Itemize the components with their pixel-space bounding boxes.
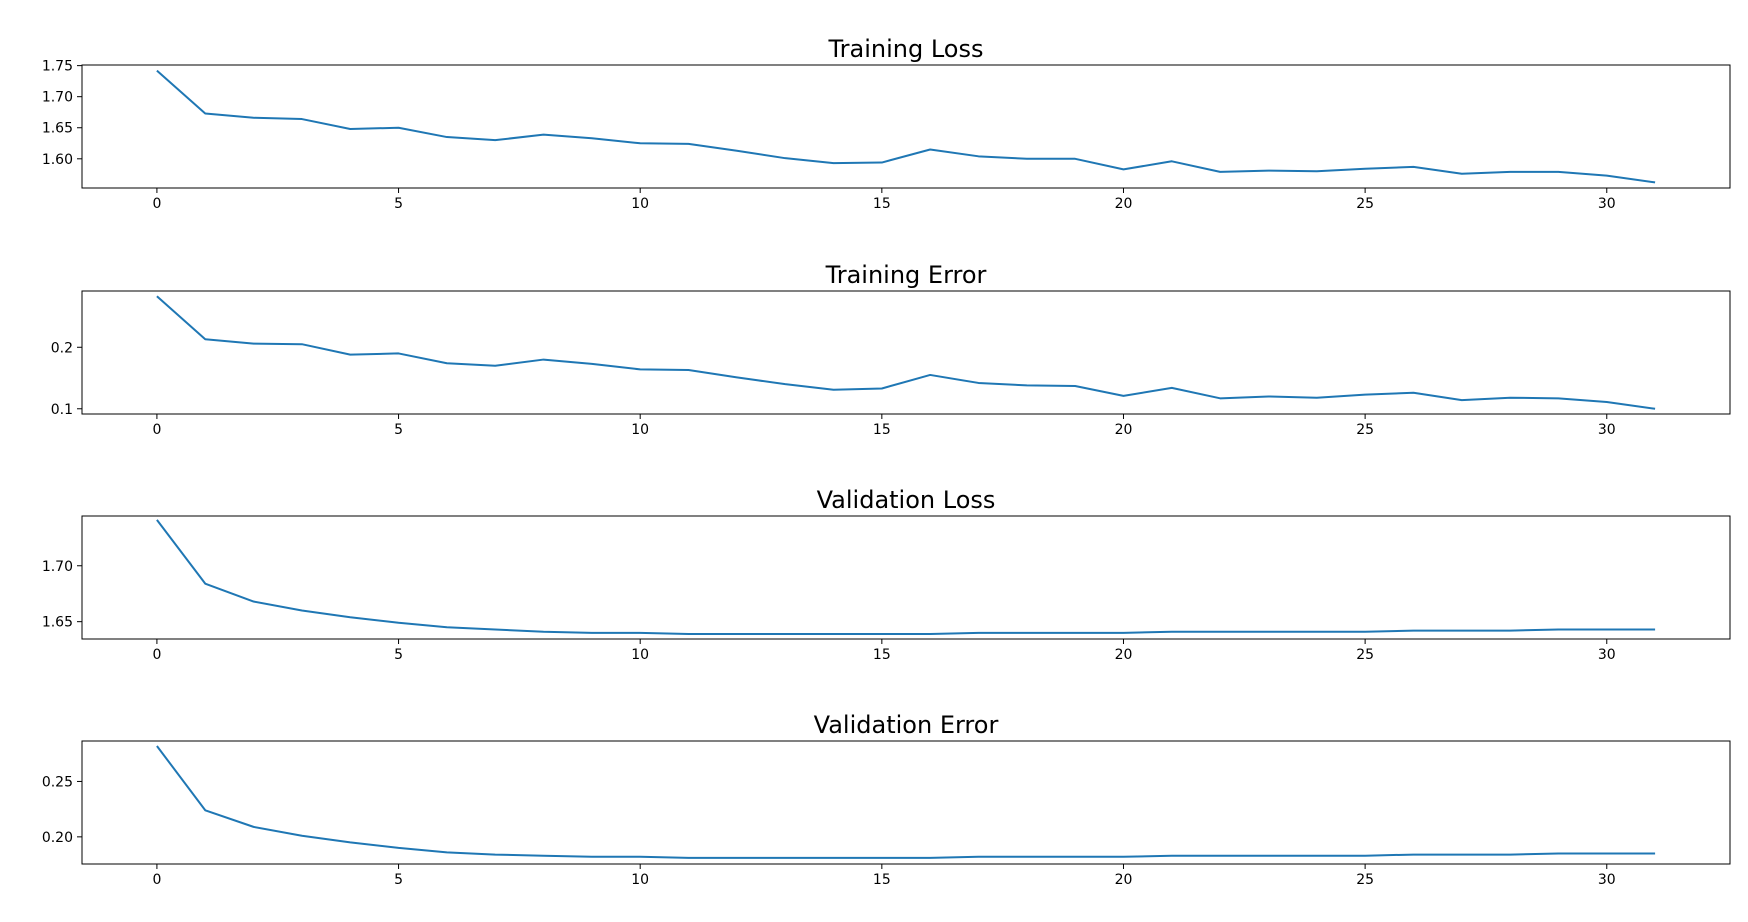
panel-title: Validation Error [814, 711, 999, 739]
x-tick-label: 0 [152, 422, 161, 438]
series-line [156, 745, 1656, 859]
x-tick-label: 20 [1115, 196, 1133, 212]
y-tick-label: 0.25 [42, 774, 73, 790]
x-tick-label: 30 [1598, 647, 1616, 663]
x-tick-label: 5 [394, 872, 403, 888]
panel-title: Training Error [825, 261, 987, 289]
x-tick-label: 15 [873, 196, 891, 212]
x-tick-label: 0 [152, 647, 161, 663]
y-tick-label: 1.70 [42, 559, 73, 575]
x-tick-label: 0 [152, 872, 161, 888]
y-tick-label: 1.65 [42, 615, 73, 631]
x-tick-label: 20 [1115, 647, 1133, 663]
x-tick-label: 5 [394, 196, 403, 212]
y-tick-label: 1.75 [42, 59, 73, 75]
x-tick-label: 30 [1598, 422, 1616, 438]
x-tick-label: 25 [1356, 872, 1374, 888]
y-tick-label: 0.20 [42, 830, 73, 846]
x-tick-label: 15 [873, 422, 891, 438]
x-tick-label: 20 [1115, 872, 1133, 888]
x-tick-label: 10 [631, 647, 649, 663]
y-tick-label: 1.60 [42, 152, 73, 168]
chart-panel-3: Validation Loss 0 5 10 15 20 25 30 1.65 1.70 [42, 486, 1731, 663]
chart-panel-2: Training Error 0 5 10 15 20 25 30 0.1 0.2 [51, 261, 1731, 438]
x-tick-label: 0 [152, 196, 161, 212]
plot-frame [81, 64, 1731, 189]
x-tick-label: 10 [631, 196, 649, 212]
x-tick-label: 15 [873, 647, 891, 663]
series-line [156, 69, 1656, 184]
y-tick-label: 1.65 [42, 121, 73, 137]
x-tick-label: 25 [1356, 196, 1374, 212]
chart-panel-4: Validation Error 0 5 10 15 20 25 30 0.20 0.25 [42, 711, 1731, 888]
series-line [156, 519, 1656, 635]
x-tick-label: 20 [1115, 422, 1133, 438]
x-tick-label: 25 [1356, 422, 1374, 438]
x-tick-label: 5 [394, 647, 403, 663]
x-tick-label: 15 [873, 872, 891, 888]
x-tick-label: 10 [631, 872, 649, 888]
x-tick-label: 10 [631, 422, 649, 438]
panel-title: Validation Loss [817, 486, 996, 514]
plot-frame [81, 290, 1731, 415]
x-tick-label: 5 [394, 422, 403, 438]
panel-title: Training Loss [828, 35, 984, 63]
y-tick-label: 0.1 [51, 402, 73, 418]
plot-frame [81, 740, 1731, 865]
y-tick-label: 0.2 [51, 340, 73, 356]
x-tick-label: 30 [1598, 196, 1616, 212]
x-tick-label: 25 [1356, 647, 1374, 663]
x-tick-label: 30 [1598, 872, 1616, 888]
y-tick-label: 1.70 [42, 90, 73, 106]
chart-panel-1: Training Loss 0 5 10 15 20 25 30 1.60 1.65 1.70 1.7… [42, 35, 1731, 212]
series-line [156, 295, 1656, 410]
plot-frame [81, 515, 1731, 640]
